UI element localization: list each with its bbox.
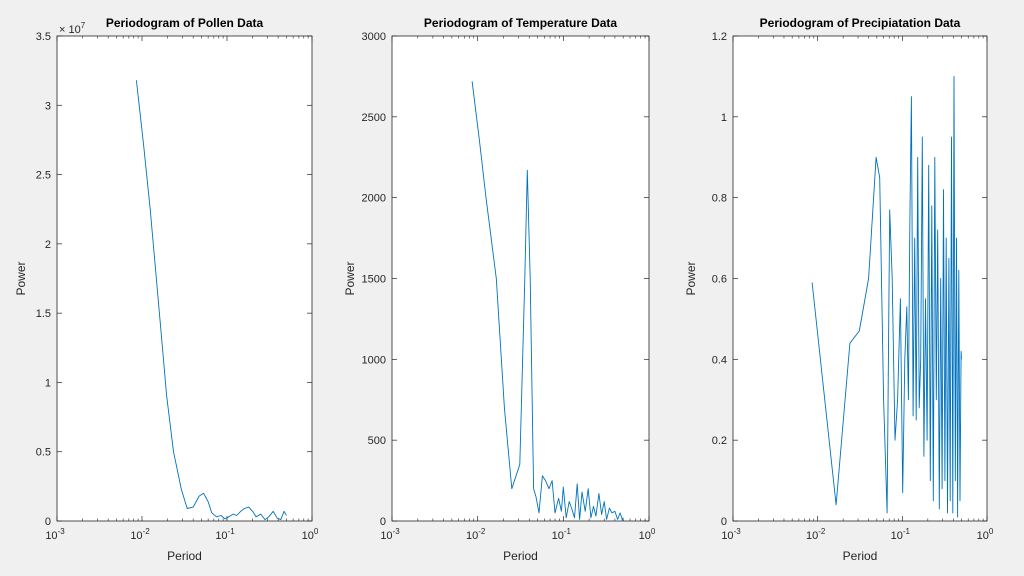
y-axis-label: Power bbox=[343, 261, 357, 295]
y-tick-label: 1500 bbox=[362, 274, 386, 286]
y-tick-label: 500 bbox=[368, 435, 386, 447]
y-tick-label: 0.5 bbox=[36, 447, 51, 459]
y-tick-label: 3 bbox=[45, 100, 51, 112]
x-tick-label: 100 bbox=[639, 527, 656, 542]
chart-panel-2: 10-3 10-2 10-1 100050010001500200025003000P… bbox=[343, 16, 656, 563]
x-axis-label: Period bbox=[503, 549, 538, 563]
x-tick-label: 10-1 bbox=[215, 527, 235, 542]
x-tick-label: 10-1 bbox=[552, 527, 572, 542]
chart-title: Periodogram of Precipiatation Data bbox=[760, 16, 961, 30]
y-tick-label: 2.5 bbox=[36, 170, 51, 182]
x-tick-label: 100 bbox=[977, 527, 994, 542]
series-line-1 bbox=[811, 75, 962, 518]
y-tick-label: 1.2 bbox=[712, 31, 727, 43]
chart-panel-1: 10-3 10-2 10-1 100 0 0.5 1 1.5 2 2.5 3 3.5 × 107 Peri… bbox=[14, 16, 319, 563]
y-tick-label: 2500 bbox=[362, 112, 386, 124]
x-tick-label: 10-3 bbox=[721, 527, 741, 542]
x-axis-label: Period bbox=[167, 549, 202, 563]
x-tick-label: 10-2 bbox=[806, 527, 826, 542]
chart-title: Periodogram of Temperature Data bbox=[424, 16, 617, 30]
x-tick-label: 10-3 bbox=[380, 527, 400, 542]
x-tick-label: 10-3 bbox=[45, 527, 65, 542]
y-axis-label: Power bbox=[14, 261, 28, 295]
y-tick-label: 1 bbox=[721, 112, 727, 124]
chart-panel-3: 10-3 10-2 10-1 100 0 0.2 0.4 0.6 0.8 1 1.2 Periodog… bbox=[684, 16, 994, 563]
y-tick-label: 0.8 bbox=[712, 193, 727, 205]
series-line-1 bbox=[135, 80, 287, 521]
y-tick-label: 0 bbox=[380, 516, 386, 528]
y-tick-label: 3.5 bbox=[36, 31, 51, 43]
y-tick-label: 1 bbox=[45, 377, 51, 389]
y-tick-label: 3000 bbox=[362, 31, 386, 43]
y-tick-label: 0.4 bbox=[712, 354, 727, 366]
y-axis-label: Power bbox=[684, 261, 698, 295]
y-tick-label: 1000 bbox=[362, 354, 386, 366]
y-tick-label: 0 bbox=[721, 516, 727, 528]
series-line-1 bbox=[471, 81, 624, 521]
y-tick-label: 2 bbox=[45, 239, 51, 251]
y-tick-label: 0.6 bbox=[712, 274, 727, 286]
x-tick-label: 10-2 bbox=[466, 527, 486, 542]
x-tick-label: 10-2 bbox=[130, 527, 150, 542]
x-axis-label: Period bbox=[843, 549, 878, 563]
x-tick-label: 100 bbox=[302, 527, 319, 542]
y-multiplier-label: × 107 bbox=[59, 21, 86, 36]
y-tick-label: 0.2 bbox=[712, 435, 727, 447]
y-tick-label: 0 bbox=[45, 516, 51, 528]
y-tick-label: 2000 bbox=[362, 193, 386, 205]
chart-title: Periodogram of Pollen Data bbox=[106, 16, 264, 30]
axes-box bbox=[56, 35, 313, 522]
y-tick-label: 1.5 bbox=[36, 308, 51, 320]
x-tick-label: 10-1 bbox=[891, 527, 911, 542]
